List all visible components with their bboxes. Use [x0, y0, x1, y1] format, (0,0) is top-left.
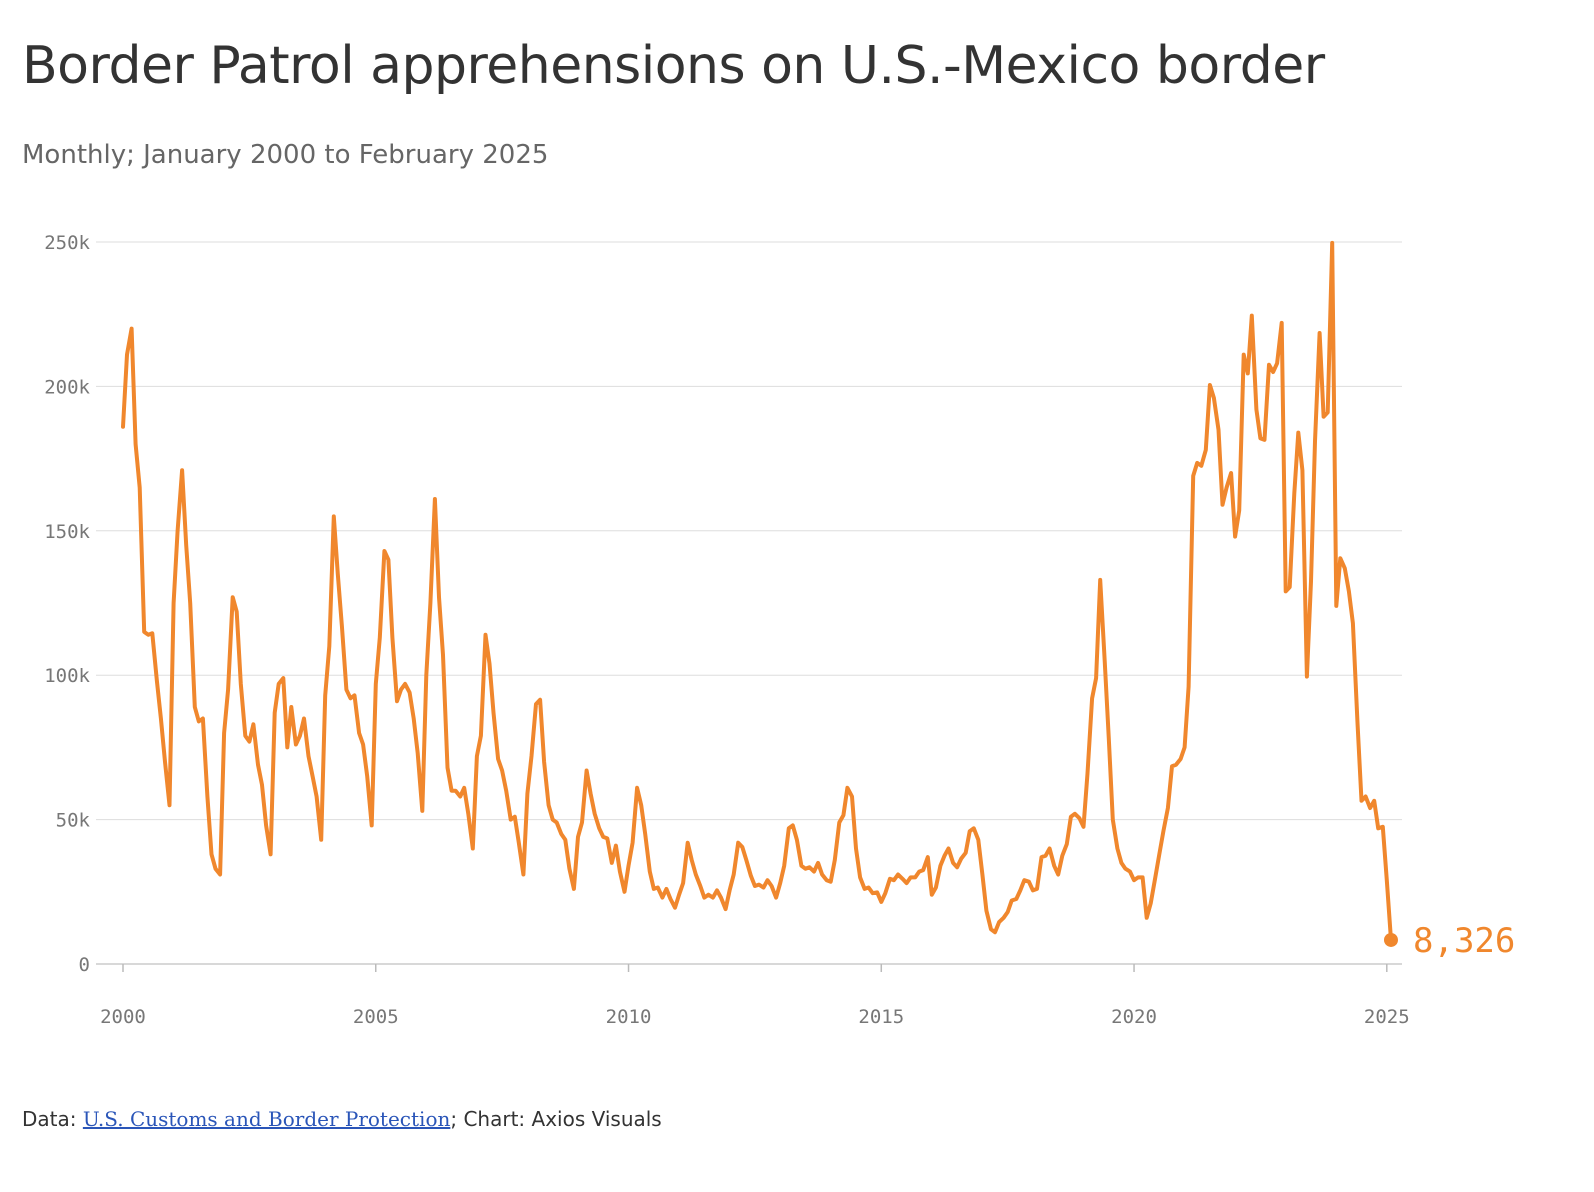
y-tick-label: 100k [44, 665, 90, 687]
x-tick-label: 2015 [858, 1006, 904, 1028]
y-tick-label: 250k [44, 232, 90, 254]
series-group [121, 240, 1393, 942]
y-tick-label: 0 [79, 954, 90, 976]
gridlines [96, 241, 1402, 965]
chart-subtitle: Monthly; January 2000 to February 2025 [22, 140, 549, 170]
y-axis-ticks: 0 50k 100k 150k 200k 250k [44, 232, 90, 976]
end-point-marker [1384, 932, 1398, 947]
line-chart: 0 50k 100k 150k 200k 250k 2000 2005 2010 2015 202… [44, 232, 1515, 1028]
y-tick-label: 200k [44, 376, 90, 398]
x-tick-label: 2025 [1364, 1006, 1410, 1028]
series-line-apprehensions [121, 240, 1393, 942]
y-tick-label: 150k [44, 521, 90, 543]
chart-credit: ; Chart: Axios Visuals [450, 1107, 662, 1131]
x-tick-label: 2020 [1111, 1006, 1157, 1028]
y-tick-label: 50k [56, 810, 91, 832]
source-footer: Data: U.S. Customs and Border Protection… [22, 1107, 662, 1131]
x-tick-label: 2000 [100, 1006, 146, 1028]
x-tick-label: 2010 [606, 1006, 652, 1028]
chart-title: Border Patrol apprehensions on U.S.-Mexi… [22, 36, 1325, 96]
end-value-label: 8,326 [1413, 921, 1515, 961]
x-axis: 2000 2005 2010 2015 2020 2025 [96, 963, 1410, 1028]
data-prefix: Data: [22, 1107, 83, 1131]
x-tick-label: 2005 [353, 1006, 399, 1028]
source-link[interactable]: U.S. Customs and Border Protection [82, 1107, 451, 1131]
end-annotation-group: 8,326 [1384, 921, 1515, 961]
